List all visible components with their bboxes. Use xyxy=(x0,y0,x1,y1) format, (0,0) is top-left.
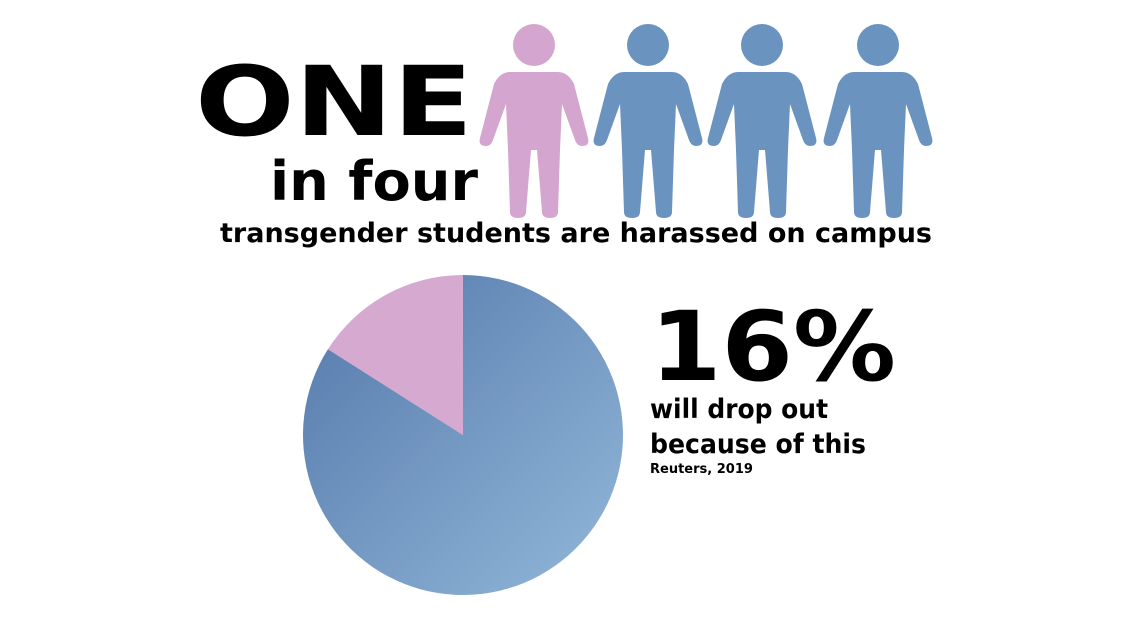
source: Reuters, 2019 xyxy=(650,462,753,477)
pie-chart xyxy=(303,275,623,595)
pie-slice xyxy=(303,275,623,595)
headline-small: in four xyxy=(270,150,478,213)
stat-value: 16% xyxy=(650,291,896,403)
stat-line: because of this xyxy=(650,429,866,460)
stat-line: will drop out xyxy=(650,394,828,425)
headline-big: ONE xyxy=(195,46,473,158)
subtitle: transgender students are harassed on cam… xyxy=(220,218,932,249)
pie-slice xyxy=(327,275,463,435)
